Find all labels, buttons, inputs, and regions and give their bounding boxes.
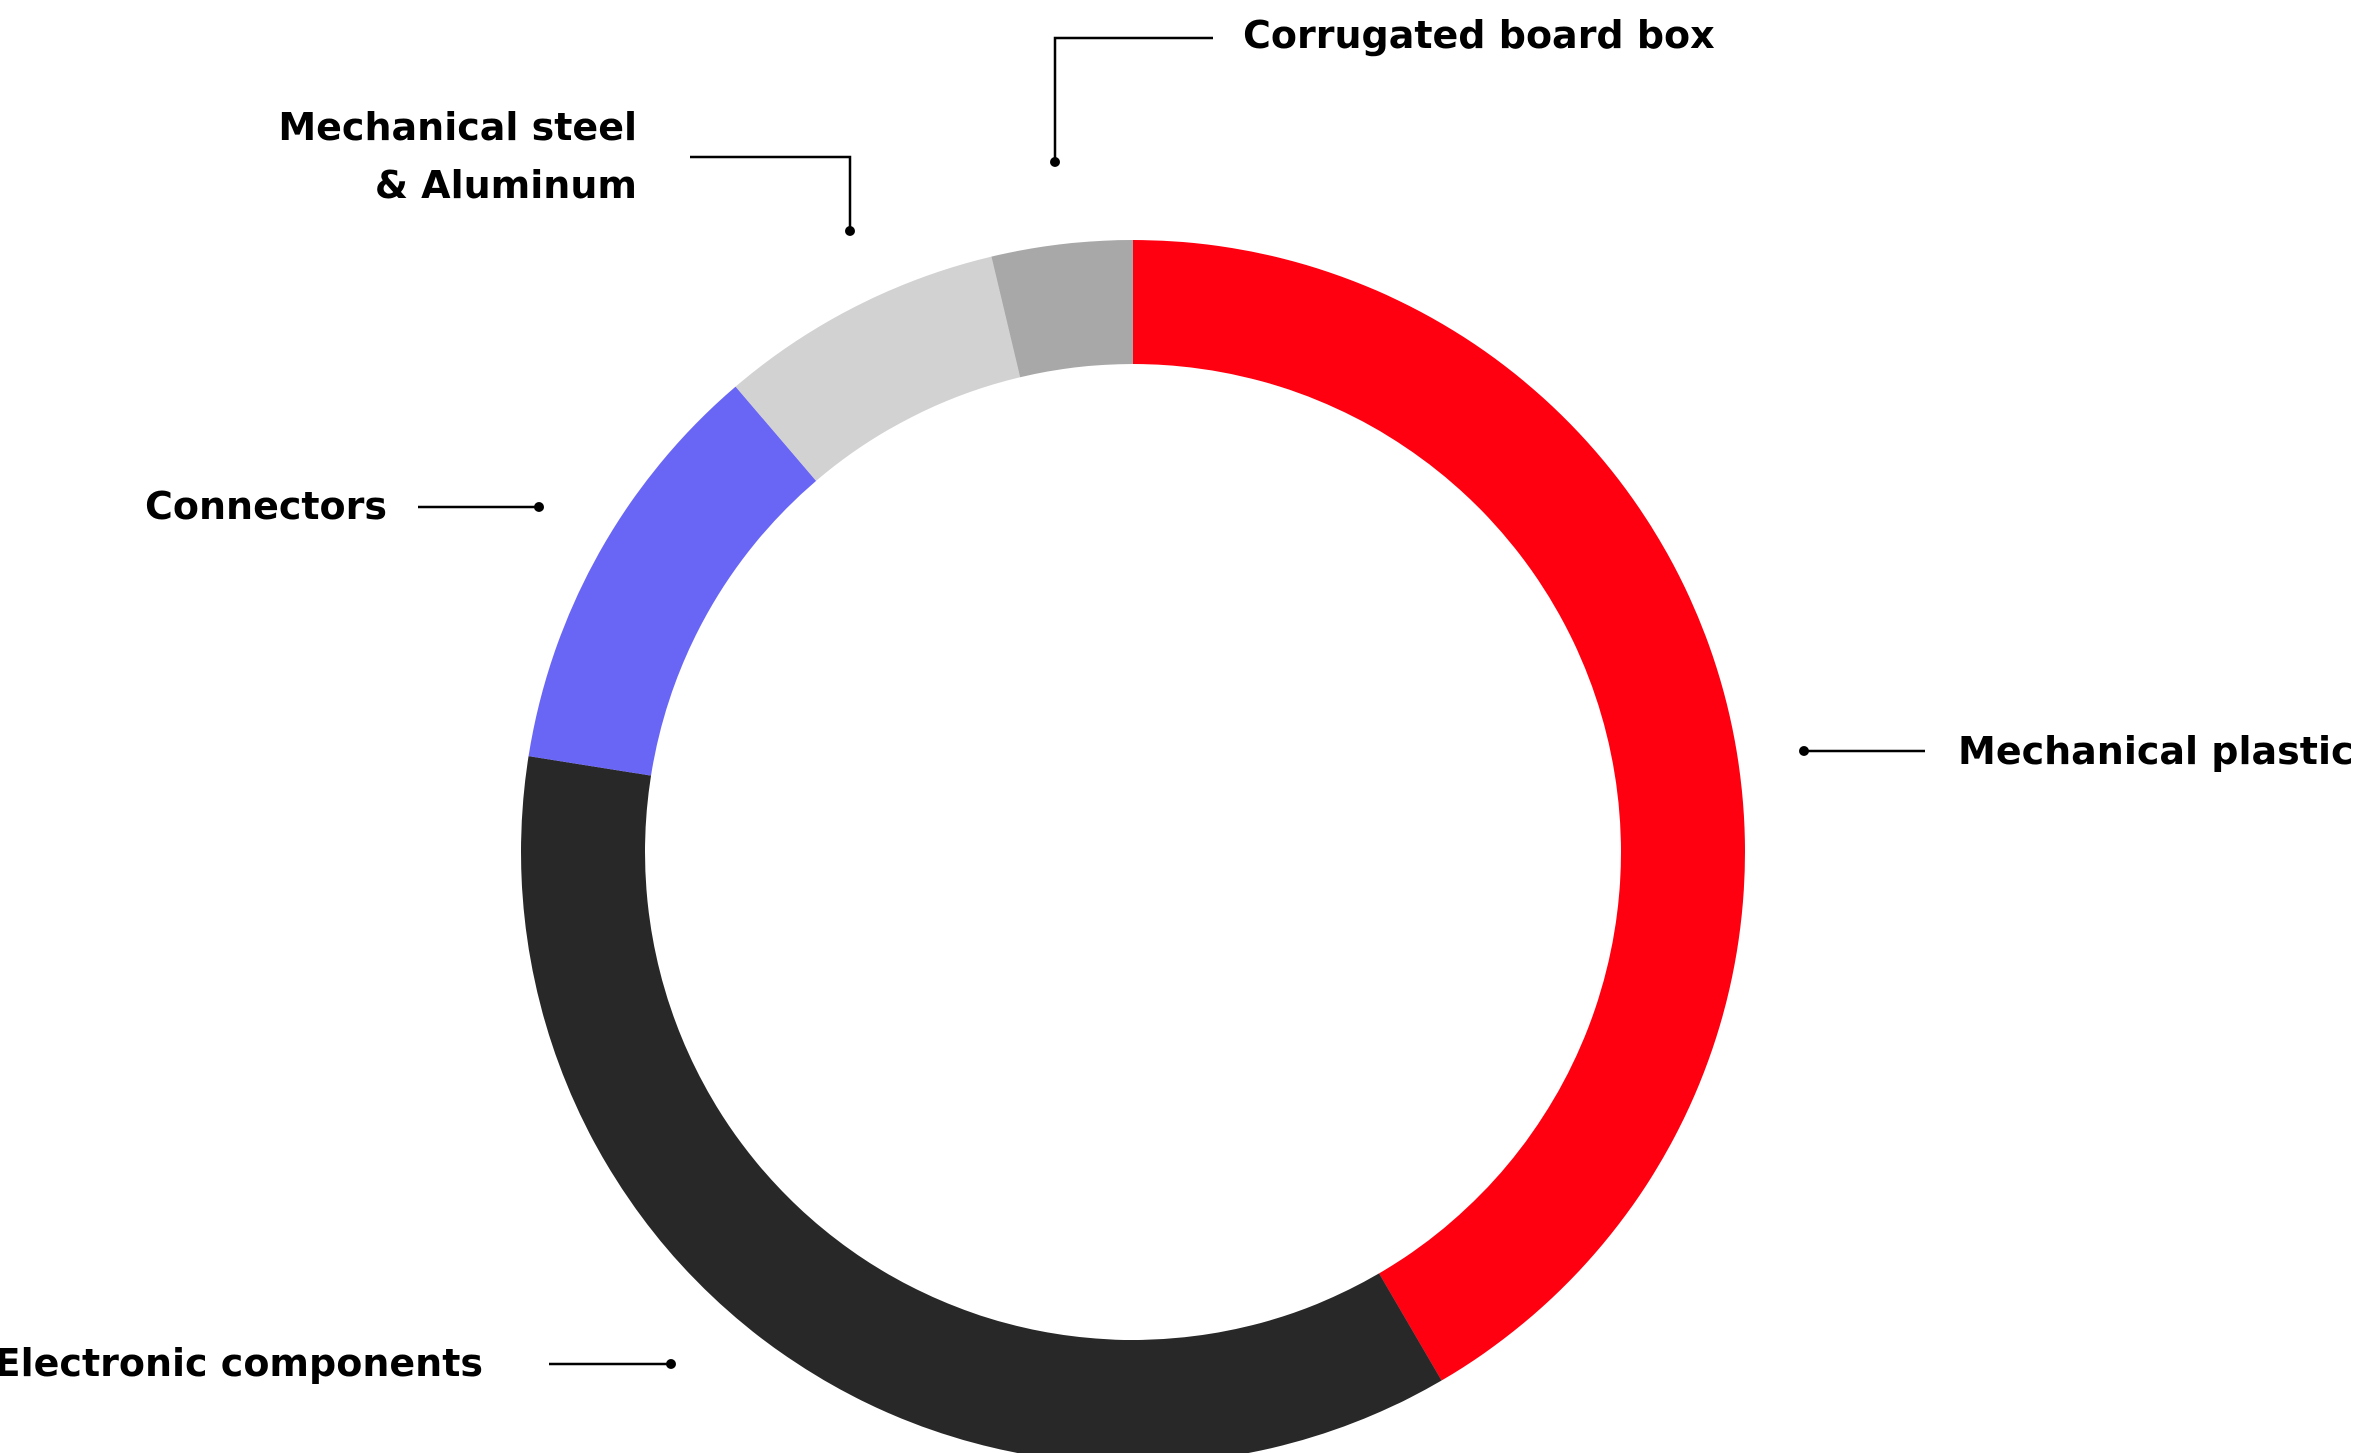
donut-slices bbox=[521, 240, 1745, 1453]
leader-lines bbox=[418, 36, 1925, 1369]
label-mechanical-steel-line2: & Aluminum bbox=[375, 163, 637, 207]
leader-line-corrugated bbox=[1053, 36, 1213, 162]
leader-line-steel bbox=[690, 155, 852, 231]
slice-mechanical-plastic bbox=[1133, 240, 1745, 1381]
slice-labels: Corrugated board box Mechanical steel & … bbox=[0, 13, 2354, 1385]
slice-mechanical-steel-aluminum bbox=[735, 256, 1021, 481]
label-connectors: Connectors bbox=[145, 484, 387, 528]
leader-dot-connectors bbox=[534, 502, 544, 512]
leader-dot-plastic bbox=[1799, 746, 1809, 756]
slice-electronic-components bbox=[521, 756, 1442, 1453]
slice-connectors bbox=[528, 386, 817, 776]
label-mechanical-plastic: Mechanical plastic bbox=[1958, 729, 2354, 773]
leader-dot-corrugated bbox=[1050, 157, 1060, 167]
label-corrugated-board-box: Corrugated board box bbox=[1243, 13, 1715, 57]
leader-dot-electronic bbox=[666, 1359, 676, 1369]
slice-corrugated-board-box bbox=[991, 240, 1133, 378]
label-mechanical-steel-line1: Mechanical steel bbox=[278, 105, 637, 149]
label-electronic-components: Electronic components bbox=[0, 1341, 483, 1385]
leader-dot-steel bbox=[845, 226, 855, 236]
